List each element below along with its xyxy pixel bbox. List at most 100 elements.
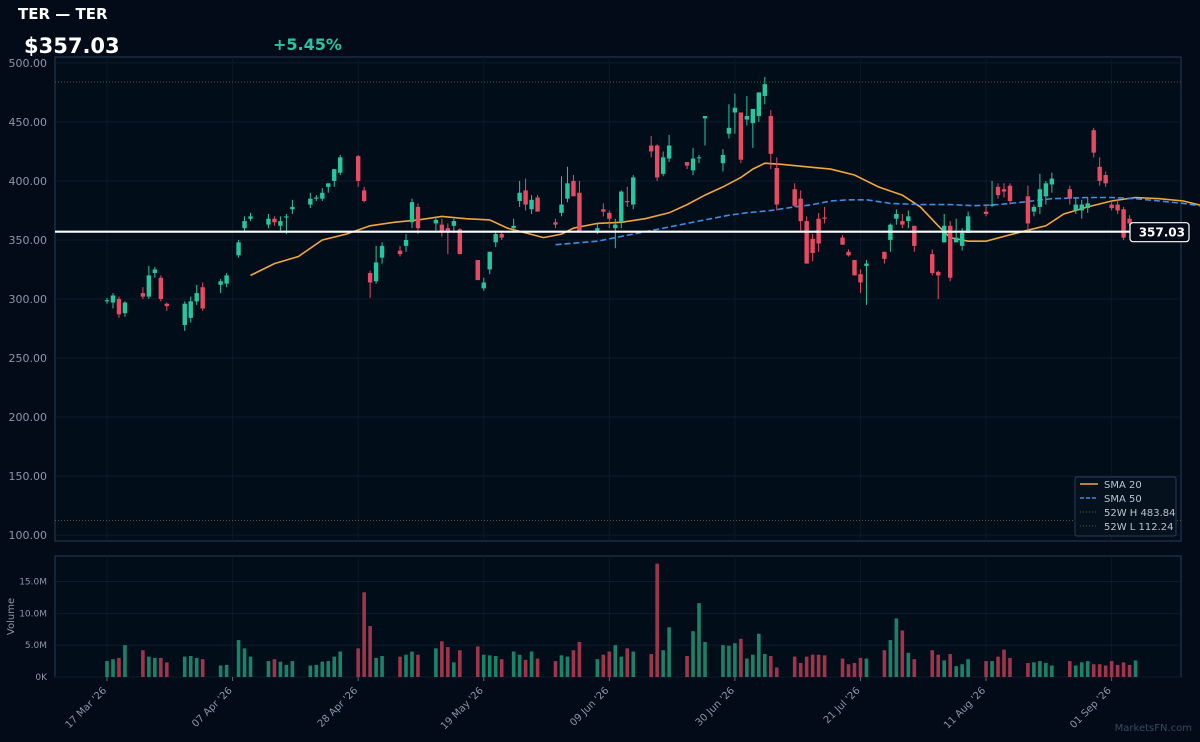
candle-body <box>619 191 624 223</box>
candle-body <box>511 225 516 229</box>
candle-body <box>666 145 672 159</box>
volume-bar <box>1067 661 1072 677</box>
candle-body <box>565 183 570 199</box>
volume-bar <box>1044 662 1048 677</box>
volume-bar <box>111 659 115 677</box>
volume-bar <box>739 638 743 677</box>
volume-bar <box>846 664 851 677</box>
volume-bar <box>123 645 127 677</box>
volume-bar <box>446 647 450 677</box>
volume-bar <box>278 661 283 677</box>
candle-body <box>415 206 421 229</box>
legend: SMA 20 SMA 50 52W H 483.84 52W L 112.24 <box>1074 476 1177 537</box>
volume-bar <box>1127 664 1132 677</box>
candle-body <box>864 263 869 266</box>
candle-body <box>278 221 283 226</box>
volume-bar <box>284 664 289 677</box>
volume-bar <box>165 662 169 677</box>
volume-bar <box>1115 664 1120 677</box>
candle-body <box>822 217 827 219</box>
volume-bar <box>595 659 600 677</box>
volume-bar <box>900 630 905 677</box>
candle-body <box>702 116 708 119</box>
volume-bar <box>942 660 946 677</box>
candle-body <box>367 273 373 283</box>
volume-bar <box>966 659 970 677</box>
volume-bar <box>493 655 498 677</box>
volume-bar <box>147 656 151 677</box>
volume-axis-label: Volume <box>6 598 17 635</box>
volume-bar <box>499 659 504 677</box>
candle-body <box>553 222 558 225</box>
candle-body <box>1067 189 1072 199</box>
volume-bar <box>840 658 845 677</box>
volume-bar <box>912 659 917 677</box>
volume-bar <box>1085 661 1090 677</box>
candle-body <box>499 234 504 238</box>
volume-bar <box>625 648 630 677</box>
candle-body <box>1085 203 1090 209</box>
candle-body <box>182 303 187 325</box>
volume-bar <box>733 643 737 677</box>
candle-body <box>284 216 289 218</box>
volume-bar <box>930 650 935 677</box>
volume-bar <box>619 656 624 677</box>
volume-bar <box>703 641 707 677</box>
volume-bar <box>194 657 199 677</box>
volume-bar <box>858 657 863 677</box>
volume-bar <box>894 618 899 677</box>
y-tick-label: 100.00 <box>9 529 48 542</box>
volume-bar <box>661 650 665 677</box>
y-tick-label: 250.00 <box>9 352 48 365</box>
volume-bar <box>368 626 372 677</box>
candle-body <box>355 156 361 181</box>
volume-bar <box>356 648 360 677</box>
volume-tick-label: 10.0M <box>19 609 47 619</box>
legend-box <box>1074 476 1177 537</box>
volume-bar <box>487 655 492 677</box>
volume-bar <box>571 650 576 677</box>
volume-bar <box>523 659 528 677</box>
volume-bar <box>434 648 438 677</box>
candle-body <box>116 299 122 315</box>
candle-body <box>571 180 576 197</box>
candle-body <box>314 197 319 199</box>
volume-bar <box>882 650 887 677</box>
volume-bar <box>242 648 247 677</box>
candle-body <box>1121 209 1126 238</box>
candle-body <box>774 167 779 205</box>
candle-body <box>236 242 241 256</box>
volume-bar <box>768 655 773 677</box>
volume-bar <box>607 651 612 677</box>
x-tick-label: 11 Aug '26 <box>942 685 988 731</box>
candle-body <box>1037 189 1043 207</box>
candle-body <box>690 158 696 171</box>
candle-body <box>146 275 152 297</box>
volume-bar <box>1097 664 1102 677</box>
volume-bar <box>613 645 618 677</box>
candle-body <box>1007 185 1013 202</box>
volume-tick-label: 15.0M <box>19 577 47 587</box>
candle-body <box>1025 196 1031 224</box>
candle-body <box>308 198 313 205</box>
candle-body <box>846 251 851 256</box>
volume-bar <box>864 658 869 677</box>
volume-bar <box>996 656 1000 677</box>
candle-body <box>475 260 480 281</box>
legend-label-sma50: SMA 50 <box>1104 494 1142 505</box>
sma20-line <box>250 162 1200 277</box>
volume-bar <box>236 640 241 677</box>
volume-bar <box>559 655 564 677</box>
volume-bar <box>960 664 964 677</box>
candle-body <box>493 234 498 243</box>
candle-body <box>379 245 385 258</box>
volume-tick-label: 0K <box>35 673 48 683</box>
volume-bar <box>290 661 295 677</box>
candle-body <box>224 275 229 284</box>
candle-body <box>750 108 756 124</box>
candle-body <box>660 157 666 174</box>
watermark: MarketsFN.com <box>1114 723 1192 734</box>
candle-body <box>696 157 702 159</box>
candle-body <box>720 154 726 164</box>
